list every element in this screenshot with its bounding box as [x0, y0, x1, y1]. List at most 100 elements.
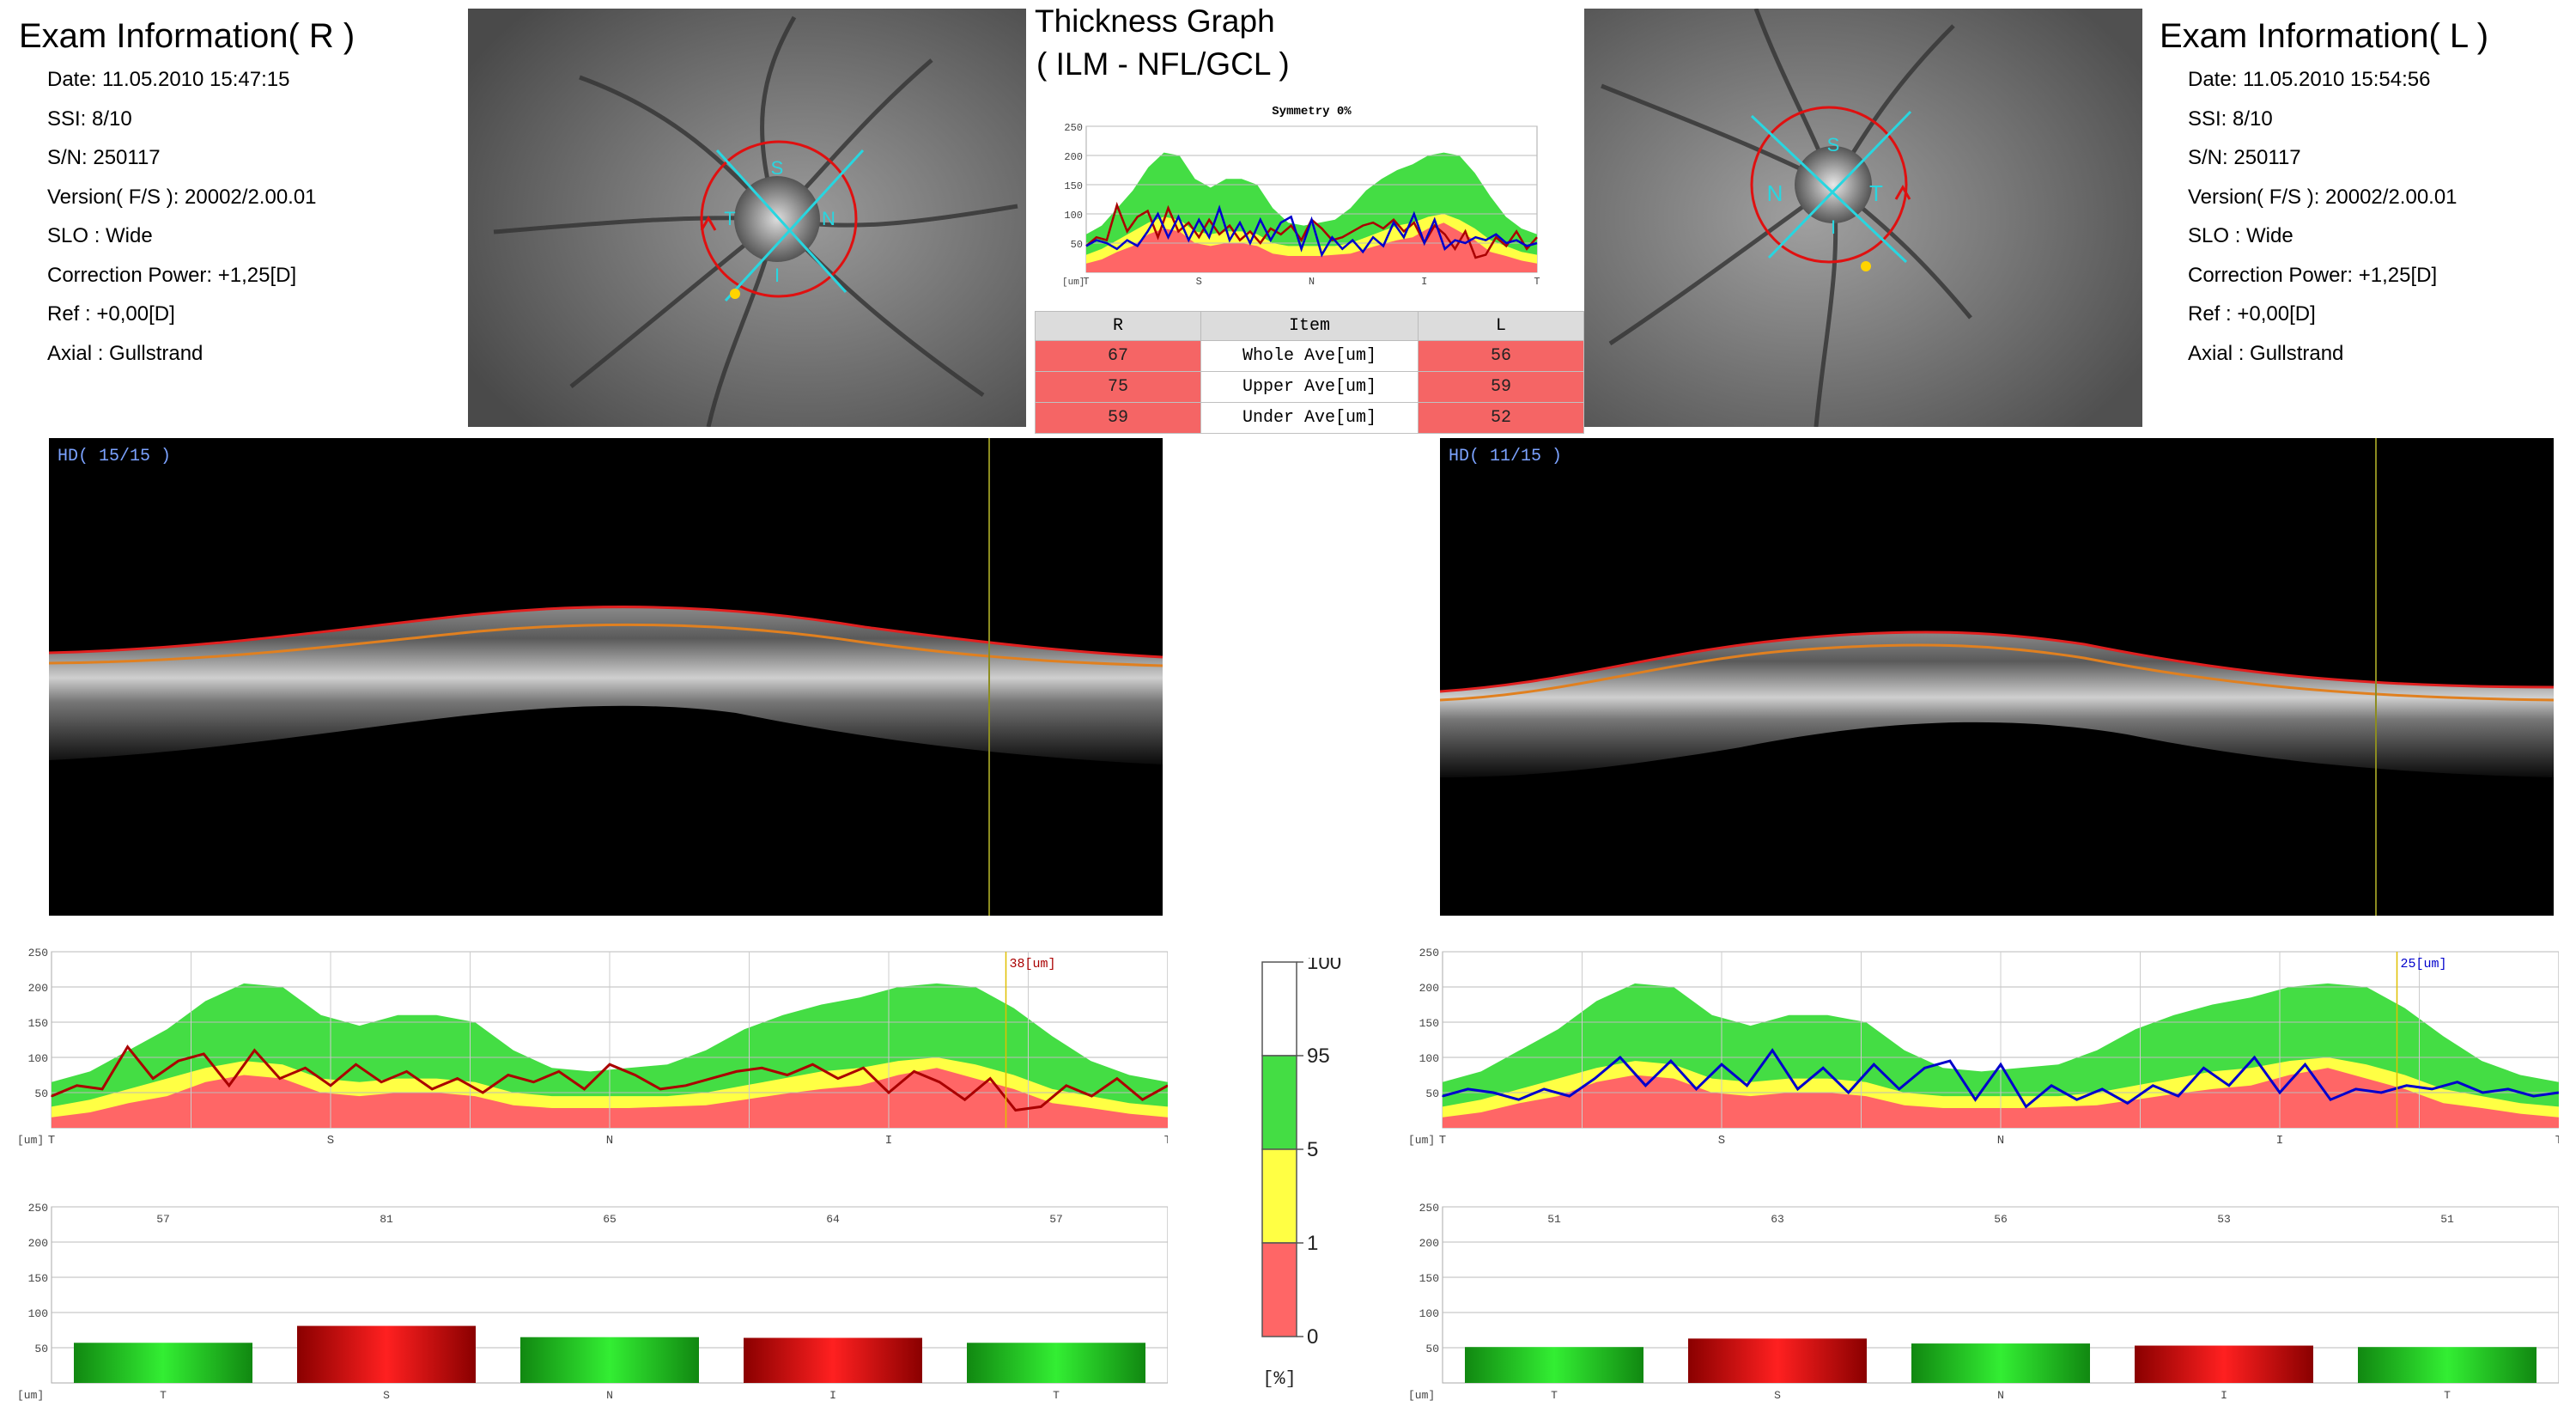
unit-label: [um]: [17, 1389, 44, 1402]
data-point: [2507, 1088, 2509, 1090]
exam-field: Correction Power: +1,25[D]: [47, 263, 297, 287]
data-point: [2075, 1099, 2078, 1100]
table-row: 75 Upper Ave[um] 59: [1035, 371, 1584, 403]
data-point: [1974, 1099, 1977, 1100]
x-tick-label: I: [829, 1389, 836, 1402]
data-point: [1619, 1057, 1621, 1058]
data-point: [2457, 1081, 2458, 1083]
oct-left-label: HD( 11/15 ): [1449, 447, 1562, 466]
data-point: [304, 1067, 307, 1069]
data-point: [1949, 1060, 1951, 1062]
table-cell-l: 59: [1418, 371, 1584, 403]
unit-label: [um]: [1062, 277, 1084, 288]
x-tick-label: N: [606, 1134, 613, 1148]
fundus-r-label-s: S: [771, 157, 784, 179]
data-point: [2228, 1085, 2230, 1087]
data-point: [2304, 1063, 2306, 1065]
data-point: [1923, 1067, 1926, 1069]
table-cell-item: Upper Ave[um]: [1200, 371, 1419, 403]
table-cell-r: 67: [1035, 340, 1201, 372]
table-header-r: R: [1035, 311, 1201, 341]
x-tick-label: I: [885, 1134, 892, 1148]
x-tick-label: S: [1774, 1389, 1781, 1402]
exam-field: Date: 11.05.2010 15:47:15: [47, 68, 290, 91]
x-tick-label: N: [1997, 1134, 2004, 1148]
y-tick-label: 200: [1419, 982, 1439, 995]
data-point: [888, 1092, 890, 1093]
y-tick-label: 100: [28, 1307, 48, 1320]
sector-chart-right: 50 100 150 200 250 57 T 81 S 65 N 64 I 57 T [um]: [13, 1198, 1168, 1404]
data-point: [2380, 1092, 2382, 1093]
data-point: [355, 1063, 357, 1065]
legend-swatch: [1261, 961, 1297, 1057]
data-point: [939, 1081, 940, 1083]
data-point: [710, 1077, 712, 1080]
data-point: [1091, 1095, 1093, 1097]
exam-field: Correction Power: +1,25[D]: [2188, 263, 2438, 287]
y-tick-label: 250: [28, 1202, 48, 1215]
legend-tick-label: 100: [1307, 958, 1341, 974]
sector-bar: [1465, 1347, 1643, 1383]
bar-value-label: 81: [380, 1213, 393, 1226]
oct-scan-left: HD( 11/15 ): [1440, 438, 2554, 916]
data-point: [507, 1074, 509, 1076]
bar-value-label: 53: [2217, 1213, 2231, 1226]
oct-right-label: HD( 15/15 ): [58, 447, 171, 466]
data-point: [583, 1088, 586, 1090]
x-tick-label: S: [383, 1389, 390, 1402]
right-exam-title: Exam Information( R ): [19, 17, 355, 55]
exam-field: Date: 11.05.2010 15:54:56: [2188, 68, 2431, 91]
data-point: [380, 1081, 382, 1083]
data-point: [405, 1070, 408, 1073]
fundus-l-label-t: T: [1869, 180, 1883, 206]
data-point: [1066, 1085, 1067, 1087]
sector-bar: [74, 1343, 252, 1383]
data-point: [2202, 1067, 2205, 1069]
unit-label: [um]: [17, 1134, 44, 1147]
bar-value-label: 65: [603, 1213, 617, 1226]
data-point: [1771, 1050, 1773, 1051]
data-point: [177, 1060, 179, 1062]
scan-circle-left: [1750, 106, 1908, 264]
symmetry-chart: Symmetry 0% 50 100 150 200 250 T S N I T [um]: [1035, 99, 1541, 296]
summary-table: R Item L 67 Whole Ave[um] 56 75 Upper Av…: [1035, 311, 1584, 434]
profile-chart-left: 50 100 150 200 250 25[um] T S N I T [um]: [1404, 945, 2559, 1155]
data-point: [1467, 1088, 1469, 1090]
fundus-r-label-n: N: [822, 208, 835, 229]
oct-scan-right: HD( 15/15 ): [49, 438, 1163, 916]
data-point: [1014, 1109, 1017, 1112]
data-point: [2126, 1102, 2129, 1105]
x-tick-label: S: [1196, 276, 1202, 288]
exam-field: SLO : Wide: [47, 224, 153, 247]
data-point: [431, 1088, 434, 1090]
data-point: [2253, 1057, 2256, 1058]
scan-circle-right: [700, 140, 858, 298]
table-cell-item: Whole Ave[um]: [1200, 340, 1419, 372]
x-tick-label: S: [327, 1134, 334, 1148]
data-point: [1167, 1085, 1168, 1087]
exam-field: Ref : +0,00[D]: [47, 302, 175, 326]
data-point: [279, 1077, 281, 1080]
bar-value-label: 51: [1547, 1213, 1561, 1226]
legend-tick-label: 1: [1307, 1232, 1318, 1255]
y-tick-label: 150: [28, 1272, 48, 1285]
data-point: [2025, 1105, 2027, 1108]
data-point: [2279, 1092, 2281, 1093]
sector-bar: [1688, 1338, 1867, 1383]
cursor-label: 38[um]: [1010, 957, 1056, 971]
exam-field: Ref : +0,00[D]: [2188, 302, 2316, 326]
table-cell-r: 75: [1035, 371, 1201, 403]
y-tick-label: 150: [1419, 1017, 1439, 1030]
data-point: [659, 1088, 661, 1090]
bar-value-label: 57: [156, 1213, 170, 1226]
symmetry-label: Symmetry 0%: [1272, 105, 1352, 119]
sector-bar: [297, 1325, 476, 1383]
data-point: [989, 1077, 991, 1080]
data-point: [76, 1085, 78, 1087]
data-point: [2405, 1085, 2408, 1087]
sector-bar: [744, 1337, 922, 1383]
data-point: [1746, 1085, 1748, 1087]
data-point: [2101, 1088, 2103, 1090]
data-point: [1492, 1092, 1494, 1093]
data-point: [152, 1077, 154, 1080]
